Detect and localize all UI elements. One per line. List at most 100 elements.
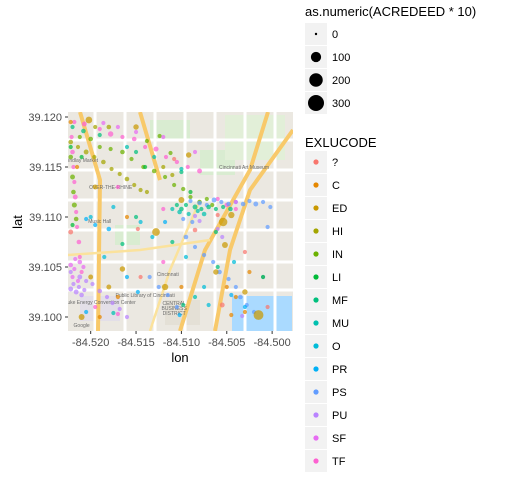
map-background: OVER-THE-RHINECincinnatiCENTRALBUSINESSD… [68,112,293,331]
data-point [68,154,74,160]
data-point [183,202,189,208]
data-point [192,204,198,210]
map-label: OVER-THE-RHINE [89,185,133,191]
size-legend-label: 300 [332,98,350,110]
data-point [228,211,235,219]
data-point [106,124,112,130]
data-point [226,201,231,207]
data-point [88,214,93,220]
data-point [190,219,195,225]
data-point [73,216,79,222]
data-point [68,144,73,150]
data-point [74,164,80,170]
data-point [85,116,93,124]
data-point [215,264,220,270]
data-point [79,292,84,298]
data-point [217,269,222,275]
data-point [233,206,238,212]
data-point [124,214,130,220]
data-point [70,174,75,180]
data-point [76,239,82,245]
map-label: Cincinnati [157,272,179,278]
data-point [215,196,220,202]
color-legend-key [313,251,319,257]
size-legend-label: 100 [332,52,350,64]
data-point [117,306,122,312]
data-point [138,219,143,225]
map-label: Cincinnati Art Museum [219,165,269,171]
data-point [211,259,216,265]
data-point [72,119,77,125]
color-legend-key [313,389,319,395]
data-point [186,211,191,217]
data-point [83,149,89,155]
data-point [144,138,150,144]
data-point [115,124,120,130]
data-point [77,254,82,260]
data-point [133,149,139,155]
data-point [202,252,207,258]
color-legend-key [313,320,319,326]
data-point [78,314,85,320]
data-point [74,209,79,215]
data-point [242,309,247,315]
data-point [240,313,245,319]
data-point [104,294,110,300]
data-point [129,156,134,162]
data-point [177,209,182,215]
data-point [224,284,229,290]
data-point [183,234,189,240]
data-point [185,164,190,170]
color-legend-key [313,274,319,280]
data-point [107,131,114,137]
data-point [151,168,157,174]
data-point [253,310,264,320]
color-legend-label: MF [332,295,348,307]
data-point [68,139,74,145]
data-point [120,134,125,140]
data-point [124,176,130,182]
color-legend-key [313,458,319,464]
data-point [135,226,140,232]
data-point [206,204,211,210]
data-point [144,189,150,195]
data-point [192,227,198,233]
data-point [226,276,231,282]
data-point [102,254,107,260]
data-point [77,259,83,265]
data-point [170,206,175,212]
points-layer [68,116,273,320]
data-point [181,302,186,308]
data-point [124,144,130,150]
data-point [120,149,125,155]
y-tick-label: 39.120 [28,112,62,124]
color-legend-label: LI [332,272,341,284]
data-point [202,284,207,290]
data-point [153,146,159,152]
data-point [73,256,78,262]
data-point [197,200,202,206]
data-point [70,124,75,130]
size-legend-title: as.numeric(ACREDEED * 10) [305,4,476,19]
data-point [247,198,252,204]
data-point [242,289,248,295]
size-legend-key [310,51,322,63]
data-point [228,206,233,212]
data-point [268,204,273,210]
data-point [238,294,243,300]
data-point [147,274,152,280]
data-point [172,182,177,188]
data-point [73,289,79,295]
data-point [221,242,228,248]
data-point [72,194,78,200]
y-tick-label: 39.115 [29,162,62,174]
data-point [119,266,126,272]
data-point [143,164,148,170]
y-tick-label: 39.100 [28,312,62,324]
y-tick-label: 39.105 [28,262,62,274]
data-point [68,286,74,292]
color-legend-label: PS [332,387,347,399]
data-point [124,274,130,280]
size-legend-key [314,32,318,36]
data-point [181,216,186,222]
